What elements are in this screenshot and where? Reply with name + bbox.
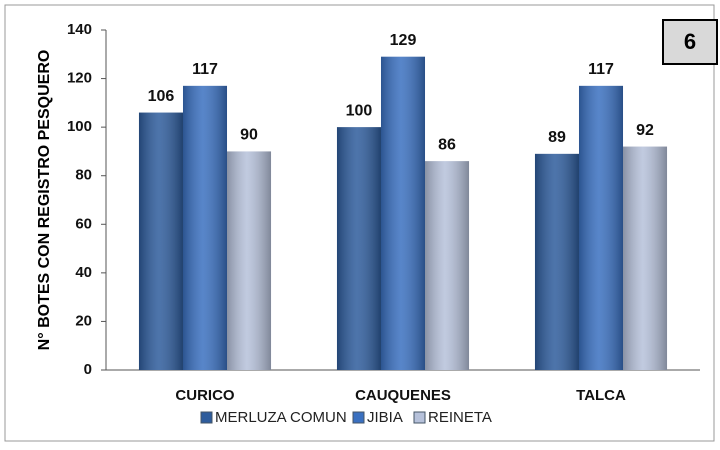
bar-shade	[425, 161, 470, 370]
data-label: 106	[148, 88, 175, 105]
data-label: 117	[588, 61, 614, 78]
data-label: 100	[346, 102, 373, 119]
data-label: 117	[192, 61, 218, 78]
bar-shade	[336, 127, 381, 371]
legend-label: MERLUZA COMUN	[215, 409, 347, 426]
y-axis-label: N° BOTES CON REGISTRO PESQUERO	[36, 50, 53, 351]
x-tick-label: TALCA	[576, 387, 626, 404]
data-label: 86	[438, 136, 456, 153]
bar-shade	[623, 146, 668, 370]
y-tick-label: 0	[84, 361, 92, 378]
legend-label: REINETA	[428, 409, 492, 426]
data-label: 92	[636, 122, 654, 139]
bar-shade	[182, 85, 228, 370]
x-tick-label: CURICO	[175, 387, 234, 404]
bar-shade	[227, 151, 272, 370]
bar-shade	[578, 85, 624, 370]
data-label: 90	[240, 127, 258, 144]
x-tick-label: CAUQUENES	[355, 387, 451, 404]
y-tick-label: 20	[75, 312, 92, 329]
legend-swatch	[352, 411, 365, 424]
bar-shade	[380, 56, 426, 370]
badge-box	[662, 19, 718, 65]
data-label: 89	[548, 129, 566, 146]
y-tick-label: 100	[67, 118, 92, 135]
chart-frame	[4, 4, 715, 442]
y-tick-label: 60	[75, 215, 92, 232]
legend-swatch	[200, 411, 213, 424]
bar-shade	[534, 153, 579, 370]
badge: 6	[684, 29, 696, 54]
y-tick-label: 120	[67, 70, 92, 87]
legend-swatch	[413, 411, 426, 424]
bar-shade	[138, 112, 183, 371]
legend-label: JIBIA	[367, 409, 403, 426]
y-tick-label: 140	[67, 21, 92, 38]
y-tick-label: 80	[75, 167, 92, 184]
data-label: 129	[390, 32, 417, 49]
y-tick-label: 40	[75, 264, 92, 281]
